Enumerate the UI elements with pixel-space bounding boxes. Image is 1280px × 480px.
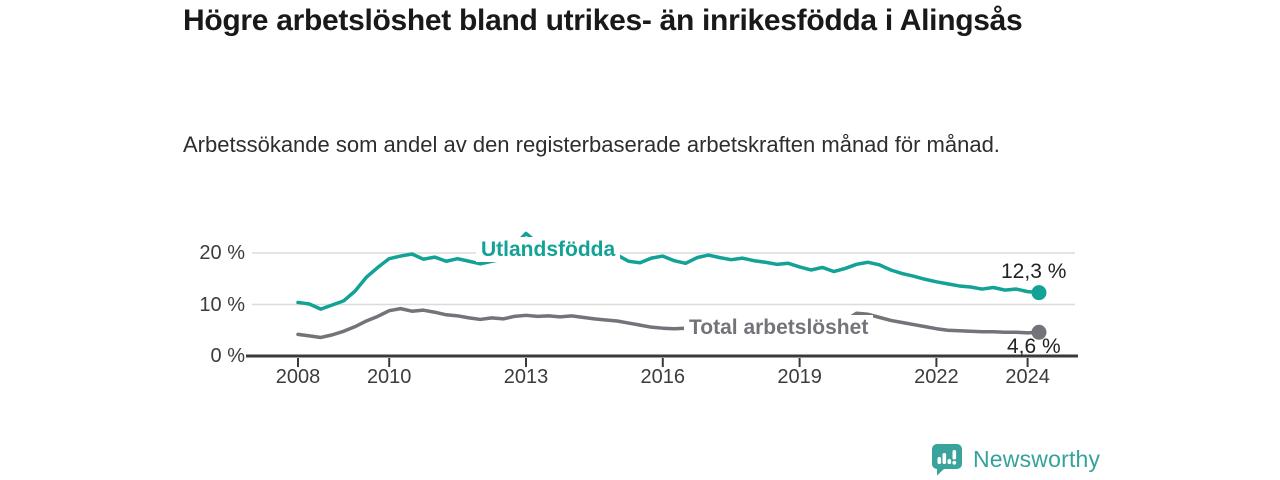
end-value-label-total: 4,6 %	[1007, 335, 1061, 358]
series-label-total-arbetsloshet: Total arbetslöshet	[684, 315, 874, 340]
x-tick-label: 2022	[914, 366, 959, 388]
newsworthy-brand-text: Newsworthy	[973, 445, 1101, 472]
x-tick-label: 2019	[777, 366, 822, 388]
series-label-utlandsfodda: Utlandsfödda	[476, 237, 621, 262]
newsworthy-brand-link[interactable]: Newsworthy	[930, 442, 1100, 476]
x-tick-label: 2016	[640, 366, 686, 388]
x-tick-label: 2013	[503, 366, 549, 388]
y-tick-label: 0 %	[210, 345, 245, 367]
page-title: Högre arbetslöshet bland utrikes- än inr…	[183, 4, 1023, 37]
end-value-label-utlandsfodda: 12,3 %	[1001, 260, 1067, 283]
x-tick-label: 2024	[1005, 366, 1050, 388]
x-tick-label: 2010	[366, 366, 412, 388]
chart-subtitle: Arbetssökande som andel av den registerb…	[183, 132, 1000, 157]
x-tick-label: 2008	[275, 366, 321, 388]
y-tick-label: 10 %	[199, 293, 245, 316]
y-tick-label: 20 %	[199, 242, 245, 264]
newsworthy-logo-icon	[932, 444, 962, 476]
